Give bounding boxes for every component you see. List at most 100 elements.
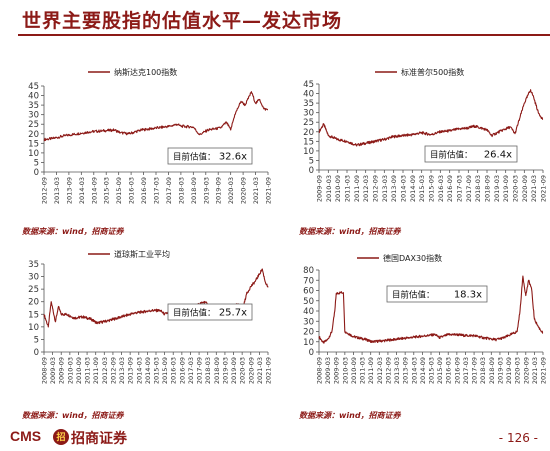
x-tick-label: 2021-03 [252, 177, 260, 204]
y-tick-label: 35 [28, 260, 39, 270]
x-tick-label: 2019-09 [230, 357, 238, 384]
y-tick-label: 40 [303, 307, 314, 317]
y-tick-label: 40 [28, 92, 39, 102]
x-tick-label: 2020-03 [514, 357, 522, 384]
x-tick-label: 2017-03 [462, 357, 470, 384]
page-title: 世界主要股指的估值水平—发达市场 [22, 10, 343, 32]
x-tick-label: 2010-03 [66, 357, 74, 384]
x-tick-label: 2021-09 [265, 177, 273, 204]
page-number: - 126 - [498, 431, 538, 445]
x-tick-label: 2019-03 [496, 357, 504, 384]
x-tick-label: 2012-03 [362, 175, 370, 202]
x-tick-label: 2013-09 [390, 175, 398, 202]
x-tick-label: 2008-09 [41, 357, 49, 384]
x-tick-label: 2019-03 [221, 357, 229, 384]
y-tick-label: 35 [28, 101, 39, 111]
x-tick-label: 2015-09 [436, 357, 444, 384]
y-tick-label: 70 [303, 276, 314, 286]
x-tick-label: 2018-03 [474, 175, 482, 202]
y-tick-label: 0 [309, 348, 314, 358]
y-tick-label: 20 [28, 130, 39, 140]
x-tick-label: 2010-03 [325, 175, 333, 202]
x-tick-label: 2013-09 [127, 357, 135, 384]
x-tick-label: 2015-03 [153, 357, 161, 384]
x-tick-label: 2010-09 [350, 357, 358, 384]
x-tick-label: 2018-09 [484, 175, 492, 202]
chart-panel-sp500: 0 5 10 15 20 25 30 35 40 45 2009-09 2010-03 2010-09 2… [285, 64, 547, 222]
x-tick-label: 2016-03 [128, 177, 136, 204]
x-tick-label: 2015-03 [428, 357, 436, 384]
y-tick-label: 15 [303, 137, 314, 147]
y-tick-label: 45 [303, 80, 314, 90]
x-tick-label: 2012-09 [372, 175, 380, 202]
x-tick-label: 2014-03 [135, 357, 143, 384]
annotation-label: 目前估值： [392, 290, 435, 301]
x-tick-label: 2020-09 [522, 357, 530, 384]
series-line [43, 91, 269, 142]
annotation-value: 26.4x [484, 150, 512, 161]
y-tick-label: 5 [309, 156, 314, 166]
annotation-label: 目前估值： [173, 152, 216, 163]
y-tick-label: 25 [303, 118, 314, 128]
x-tick-label: 2016-09 [453, 357, 461, 384]
chart-panel-nasdaq100: 0 5 10 15 20 25 30 35 40 45 2012-09 2013-03 2013-09 2… [10, 56, 272, 220]
x-tick-label: 2017-09 [465, 175, 473, 202]
x-tick-label: 2014-09 [419, 357, 427, 384]
x-tick-label: 2014-03 [78, 177, 86, 204]
title-divider [18, 34, 550, 36]
x-tick-label: 2013-03 [381, 175, 389, 202]
x-tick-label: 2011-09 [353, 175, 361, 202]
x-tick-label: 2016-03 [437, 175, 445, 202]
x-tick-label: 2021-03 [531, 357, 539, 384]
x-tick-label: 2021-09 [540, 357, 548, 384]
x-tick-label: 2020-09 [521, 175, 529, 202]
y-tick-label: 15 [28, 310, 39, 320]
brand-logo: 招 [53, 429, 69, 445]
x-tick-label: 2012-03 [376, 357, 384, 384]
x-tick-label: 2020-03 [239, 357, 247, 384]
annotation-box [167, 147, 253, 165]
x-tick-label: 2019-09 [215, 177, 223, 204]
annotation-box [167, 303, 253, 321]
x-tick-label: 2015-03 [103, 177, 111, 204]
source-note: 数据来源：wind，招商证券 [299, 227, 401, 236]
x-tick-label: 2010-09 [75, 357, 83, 384]
x-tick-label: 2015-09 [161, 357, 169, 384]
x-tick-label: 2010-03 [341, 357, 349, 384]
x-tick-label: 2020-03 [227, 177, 235, 204]
x-tick-label: 2016-03 [445, 357, 453, 384]
x-tick-label: 2014-03 [400, 175, 408, 202]
annotation-label: 目前估值： [430, 150, 473, 161]
y-tick-label: 80 [303, 266, 314, 276]
y-tick-label: 45 [28, 82, 39, 92]
series-line [318, 89, 544, 147]
y-tick-label: 10 [303, 338, 314, 348]
annotation-value: 25.7x [219, 308, 247, 319]
annotation-box [424, 145, 518, 163]
y-tick-label: 25 [28, 120, 39, 130]
x-tick-label: 2014-09 [144, 357, 152, 384]
y-tick-label: 20 [303, 328, 314, 338]
x-tick-label: 2009-09 [333, 357, 341, 384]
x-tick-label: 2008-09 [316, 357, 324, 384]
x-tick-label: 2020-09 [240, 177, 248, 204]
x-tick-label: 2011-03 [359, 357, 367, 384]
x-tick-label: 2012-09 [384, 357, 392, 384]
y-tick-label: 30 [303, 109, 314, 119]
x-tick-label: 2012-09 [41, 177, 49, 204]
x-tick-label: 2017-09 [196, 357, 204, 384]
x-tick-label: 2018-03 [177, 177, 185, 204]
x-tick-label: 2017-03 [456, 175, 464, 202]
x-tick-label: 2018-09 [213, 357, 221, 384]
x-tick-label: 2015-03 [418, 175, 426, 202]
x-tick-label: 2018-03 [479, 357, 487, 384]
x-tick-label: 2021-09 [265, 357, 273, 384]
x-tick-label: 2014-03 [410, 357, 418, 384]
x-tick-label: 2013-09 [65, 177, 73, 204]
source-note: 数据来源：wind，招商证券 [22, 411, 124, 420]
x-tick-label: 2013-09 [402, 357, 410, 384]
annotation-label: 目前估值： [173, 308, 216, 319]
x-tick-label: 2012-09 [109, 357, 117, 384]
